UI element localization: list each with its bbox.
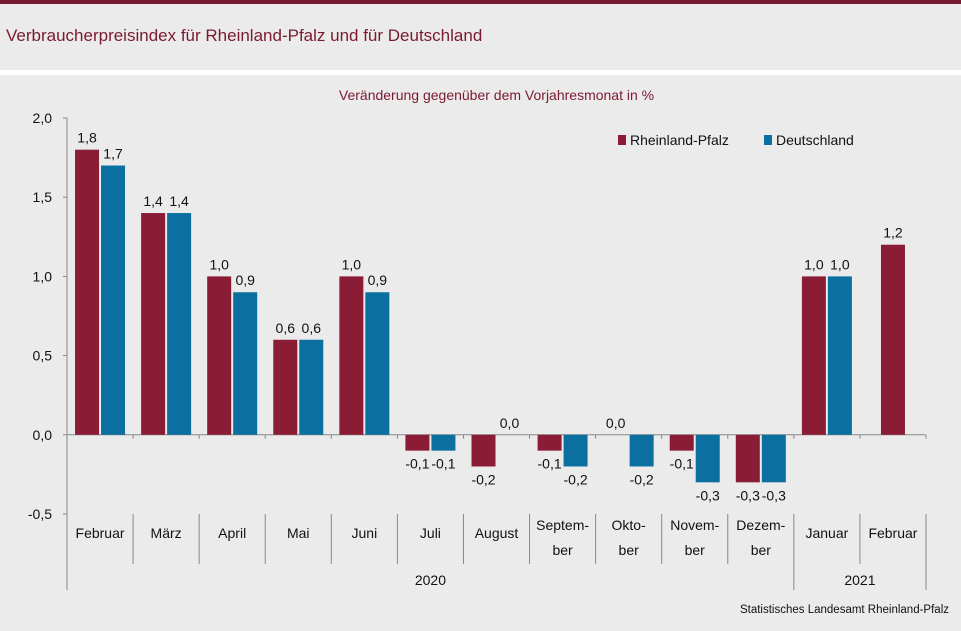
bar-deutschland [299, 339, 324, 435]
category-label: Juli [420, 525, 441, 541]
category-label: Februar [76, 525, 125, 541]
bar-rheinland-pfalz [801, 276, 826, 435]
bar-deutschland [695, 434, 720, 483]
bar-rheinland-pfalz [471, 434, 496, 467]
data-label-deutschland: 0,9 [368, 272, 388, 288]
data-label-deutschland: 1,4 [169, 193, 189, 209]
category-label: ber [751, 542, 772, 558]
y-tick-label: 0,0 [33, 427, 53, 443]
bar-deutschland [365, 292, 390, 435]
bar-rheinland-pfalz [537, 434, 562, 451]
y-tick-label: -0,5 [28, 506, 52, 522]
data-label-deutschland: -0,1 [431, 456, 455, 472]
category-label: Februar [868, 525, 917, 541]
data-label-deutschland: -0,3 [696, 487, 720, 503]
bar-deutschland [167, 213, 192, 435]
bar-rheinland-pfalz [141, 213, 166, 435]
bar-deutschland [827, 276, 852, 435]
page-title: Verbraucherpreisindex für Rheinland-Pfal… [6, 26, 483, 45]
chart-title: Veränderung gegenüber dem Vorjahresmonat… [339, 87, 654, 103]
bar-deutschland [563, 434, 588, 467]
bar-rheinland-pfalz [75, 149, 100, 435]
source-note: Statistisches Landesamt Rheinland-Pfalz [739, 604, 949, 616]
data-label-deutschland: 0,9 [235, 272, 255, 288]
data-label-deutschland: 0,6 [302, 320, 322, 336]
bar-rheinland-pfalz [405, 434, 430, 451]
category-label: Okto- [612, 517, 647, 533]
legend-label-deutschland: Deutschland [776, 132, 854, 148]
data-label-deutschland: -0,3 [762, 487, 786, 503]
category-label: ber [619, 542, 640, 558]
data-label-rheinland-pfalz: 0,6 [276, 320, 296, 336]
bar-deutschland [101, 165, 126, 435]
data-label-rheinland-pfalz: 1,8 [77, 130, 97, 146]
category-label: Dezem- [736, 517, 785, 533]
top-accent-bar [0, 0, 961, 4]
bar-deutschland [233, 292, 258, 435]
legend-swatch-deutschland [764, 135, 772, 145]
bar-rheinland-pfalz [339, 276, 364, 435]
bar-rheinland-pfalz [735, 434, 760, 483]
legend-label-rheinland-pfalz: Rheinland-Pfalz [630, 132, 729, 148]
y-tick-label: 2,0 [33, 110, 53, 126]
y-tick-label: 0,5 [33, 348, 53, 364]
bar-deutschland [761, 434, 786, 483]
category-label: ber [552, 542, 573, 558]
category-label: Novem- [670, 517, 719, 533]
y-tick-label: 1,5 [33, 189, 53, 205]
data-label-deutschland: 0,0 [500, 415, 520, 431]
category-label: April [218, 525, 246, 541]
category-label: Septem- [536, 517, 589, 533]
y-tick-label: 1,0 [33, 268, 53, 284]
category-label: Mai [287, 525, 310, 541]
bar-deutschland [629, 434, 654, 467]
header-divider [0, 70, 961, 75]
category-label: März [151, 525, 182, 541]
bar-rheinland-pfalz [669, 434, 694, 451]
year-label: 2021 [844, 572, 875, 588]
data-label-rheinland-pfalz: 1,0 [209, 256, 229, 272]
bar-rheinland-pfalz [273, 339, 298, 435]
bar-deutschland [431, 434, 456, 451]
category-label: Juni [352, 525, 378, 541]
data-label-rheinland-pfalz: -0,2 [471, 471, 495, 487]
data-label-rheinland-pfalz: -0,1 [538, 456, 562, 472]
category-label: ber [685, 542, 706, 558]
data-label-rheinland-pfalz: 1,0 [804, 256, 824, 272]
year-label: 2020 [415, 572, 446, 588]
data-label-deutschland: -0,2 [630, 471, 654, 487]
category-label: August [475, 525, 519, 541]
data-label-deutschland: -0,2 [564, 471, 588, 487]
data-label-rheinland-pfalz: -0,3 [736, 487, 760, 503]
bar-rheinland-pfalz [207, 276, 232, 435]
data-label-rheinland-pfalz: 0,0 [606, 415, 626, 431]
data-label-rheinland-pfalz: -0,1 [670, 456, 694, 472]
data-label-rheinland-pfalz: 1,4 [143, 193, 163, 209]
data-label-deutschland: 1,7 [103, 146, 123, 162]
data-label-rheinland-pfalz: 1,2 [883, 225, 903, 241]
data-label-rheinland-pfalz: 1,0 [342, 256, 362, 272]
legend-swatch-rheinland-pfalz [618, 135, 626, 145]
data-label-rheinland-pfalz: -0,1 [405, 456, 429, 472]
data-label-deutschland: 1,0 [830, 256, 850, 272]
category-label: Januar [805, 525, 848, 541]
bar-rheinland-pfalz [880, 244, 905, 435]
